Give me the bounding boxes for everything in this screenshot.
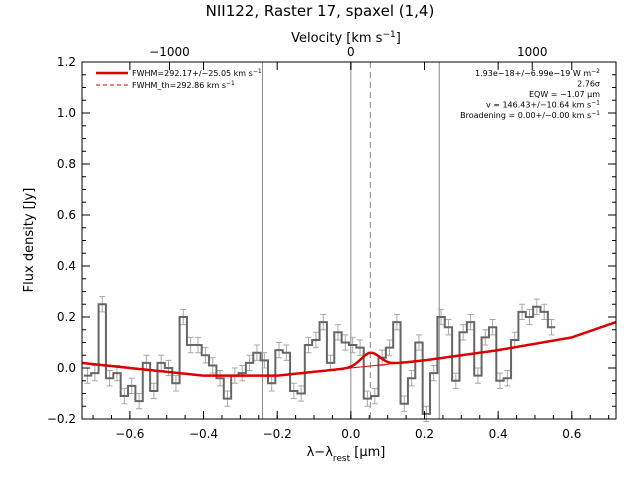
y-tick-label: −0.2 xyxy=(47,412,76,426)
top-axis-label: Velocity [km s−1] xyxy=(291,30,401,46)
legend-label: FWHM=292.17+/−25.05 km s−1 xyxy=(132,68,262,79)
y-tick-label: 0.0 xyxy=(57,361,76,375)
fit-annotation: 1.93e−18+/−6.99e−19 W m−2 xyxy=(475,68,600,79)
top-tick-label: 1000 xyxy=(517,45,548,59)
y-axis-label: Flux density [Jy] xyxy=(22,188,37,293)
x-tick-label: 0.2 xyxy=(415,427,434,441)
x-tick-label: −0.4 xyxy=(189,427,218,441)
fit-annotation: v = 146.43+/−10.64 km s−1 xyxy=(486,99,600,110)
fit-annotation: 2.76σ xyxy=(577,80,600,89)
x-tick-label: 0.6 xyxy=(562,427,581,441)
data-series xyxy=(83,303,556,415)
x-tick-label: −0.2 xyxy=(263,427,292,441)
y-tick-label: 0.8 xyxy=(57,157,76,171)
top-tick-label: 0 xyxy=(347,45,355,59)
plot-area: −0.6 −0.4 −0.2 0.0 0.2 0.4 0.6 −1000 0 1000 −0.2 0.… xyxy=(47,45,617,441)
x-tick-label: 0.0 xyxy=(341,427,360,441)
y-tick-label: 1.0 xyxy=(57,106,76,120)
fit-line xyxy=(81,320,617,377)
y-tick-label: 0.4 xyxy=(57,259,76,273)
y-tick-label: 0.2 xyxy=(57,310,76,324)
top-tick-label: −1000 xyxy=(149,45,190,59)
y-tick-label: 1.2 xyxy=(57,55,76,69)
fit-annotation: Broadening = 0.00+/−0.00 km s−1 xyxy=(460,110,600,121)
y-tick-label: 0.6 xyxy=(57,208,76,222)
chart-title: NII122, Raster 17, spaxel (1,4) xyxy=(206,2,435,20)
fit-annotation: EQW = −1.07 μm xyxy=(529,90,600,99)
x-axis-label: λ−λrest [μm] xyxy=(307,445,386,464)
legend-label: FWHM_th=292.86 km s−1 xyxy=(132,80,235,91)
x-tick-label: −0.6 xyxy=(115,427,144,441)
x-tick-label: 0.4 xyxy=(489,427,508,441)
